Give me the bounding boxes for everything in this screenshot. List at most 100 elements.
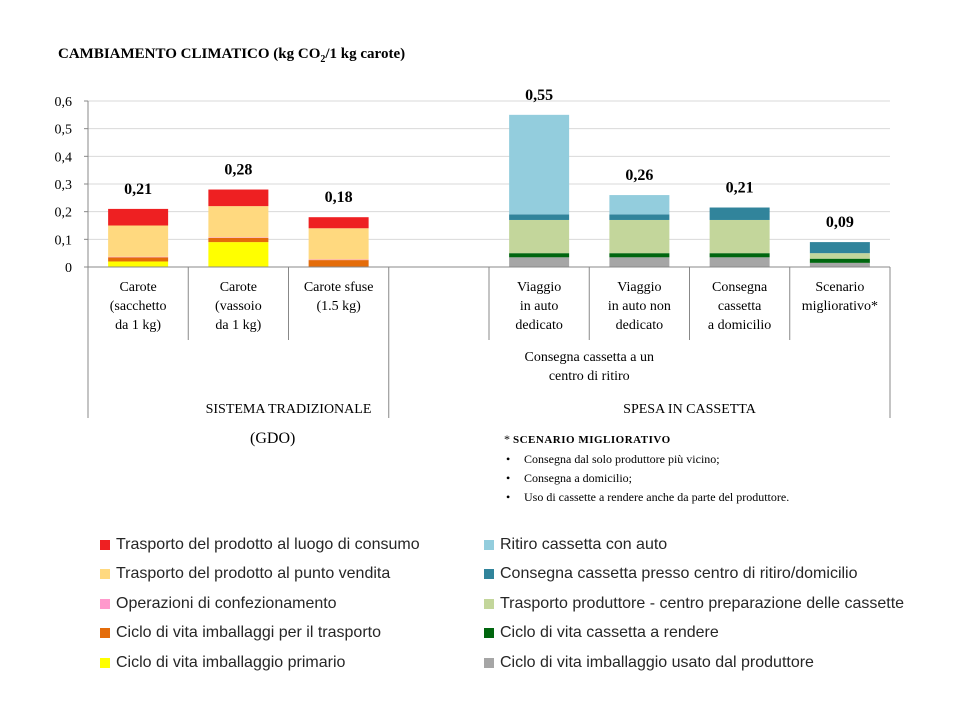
scenario-note: * SCENARIO MIGLIORATIVO Consegna dal sol… [504,430,789,507]
bar-segment [709,253,770,258]
category-label: Scenario [815,280,864,295]
bar-segment [609,195,670,215]
legend-traditional: Trasporto del prodotto al luogo di consu… [100,530,420,678]
bar-segment [108,208,169,226]
legend-label: Ciclo di vita imballaggi per il trasport… [116,624,381,642]
legend-swatch [484,539,494,550]
title-subscript: 2 [320,54,326,65]
y-tick-label: 0,1 [55,233,73,248]
chart-title: CAMBIAMENTO CLIMATICO (kg CO2/1 kg carot… [58,46,405,65]
bars [108,114,870,267]
category-label: a domicilio [708,318,771,333]
legend-swatch [484,657,494,668]
bar-segment [509,214,570,220]
title-main: CAMBIAMENTO CLIMATICO (kg CO [58,46,321,62]
category-label: Consegna [712,280,768,295]
legend-item: Trasporto del prodotto al punto vendita [100,560,420,590]
legend-item: Ciclo di vita imballaggio primario [100,648,420,678]
category-label: cassetta [718,299,762,314]
legend-item: Ciclo di vita imballaggio usato dal prod… [484,648,904,678]
legend-swatch [100,569,110,580]
group-label-cassette: SPESA IN CASSETTA [623,402,757,417]
bar-segment [308,259,369,261]
legend-item: Trasporto produttore - centro preparazio… [484,589,904,619]
category-label: in auto non [608,299,671,314]
legend-cassette: Ritiro cassetta con auto Consegna casset… [484,530,904,678]
category-label: Viaggio [517,280,561,295]
note-list: Consegna dal solo produttore più vicino;… [504,450,789,507]
category-label: da 1 kg) [115,318,161,333]
category-label: in auto [520,299,559,314]
legend-item: Ciclo di vita imballaggi per il trasport… [100,619,420,649]
legend-swatch [100,657,110,668]
legend-swatch [484,628,494,639]
subgroup-label: centro di ritiro [549,369,630,384]
legend-item: Operazioni di confezionamento [100,589,420,619]
axes [84,100,891,418]
legend-item: Ciclo di vita cassetta a rendere [484,619,904,649]
legend-label: Trasporto del prodotto al luogo di consu… [116,535,420,553]
legend-label: Ciclo di vita imballaggio usato dal prod… [500,653,814,671]
legend-swatch [100,628,110,639]
bar-segment [308,260,369,267]
y-tick-label: 0,5 [55,123,73,138]
legend-item: Ritiro cassetta con auto [484,530,904,560]
category-label: Carote [119,280,156,295]
category-label: (1.5 kg) [316,299,361,314]
bar-segment [108,257,169,262]
subgroup-label: Consegna cassetta a un [525,350,654,365]
category-label: Viaggio [617,280,661,295]
bar-segment [609,257,670,267]
bar-total-label: 0,28 [224,162,252,179]
bar-segment [609,253,670,258]
legend-label: Ciclo di vita imballaggio primario [116,653,346,671]
note-item: Consegna a domicilio; [504,469,789,488]
bar-segment [609,219,670,254]
title-end: /1 kg carote) [325,46,406,62]
gdo-label: (GDO) [250,430,296,447]
bar-segment [208,242,269,267]
bar-segment [609,214,670,220]
category-label: dedicato [515,318,562,333]
category-label: (vassoio [215,299,262,314]
bar-total-label: 0,26 [625,167,653,184]
legend-item: Consegna cassetta presso centro di ritir… [484,560,904,590]
category-label: migliorativo* [802,299,878,314]
note-item: Consegna dal solo produttore più vicino; [504,450,789,469]
legend-item: Trasporto del prodotto al luogo di consu… [100,530,420,560]
category-label: (sacchetto [110,299,167,314]
bar-total-label: 0,21 [124,181,152,198]
bar-segment [108,225,169,257]
legend-label: Trasporto produttore - centro preparazio… [500,594,905,612]
bar-total-label: 0,18 [325,189,353,206]
bar-segment [709,257,770,267]
bar-segment [108,261,169,267]
legend-swatch [484,569,494,580]
bar-segment [809,262,870,267]
bar-segment [809,253,870,259]
category-label: Carote [220,280,257,295]
bar-segment [108,256,169,258]
y-tick-label: 0,2 [55,206,73,221]
y-tick-label: 0 [65,261,72,276]
legend-swatch [100,539,110,550]
category-label: dedicato [616,318,663,333]
legend-label: Ritiro cassetta con auto [500,535,668,553]
group-label-traditional: SISTEMA TRADIZIONALE [206,402,372,417]
bar-total-label: 0,21 [726,180,754,197]
bar-segment [308,217,369,229]
y-tick-label: 0,4 [55,150,73,165]
category-label: da 1 kg) [215,318,261,333]
category-label: Carote sfuse [304,280,374,295]
bar-total-label: 0,55 [525,87,553,104]
bar-segment [509,257,570,267]
gridlines [88,100,890,240]
bar-segment [809,242,870,254]
note-asterisk: * [504,432,513,446]
legend-label: Ciclo di vita cassetta a rendere [500,624,719,642]
bar-segment [709,219,770,254]
legend-label: Consegna cassetta presso centro di ritir… [500,565,858,583]
bar-segment [208,237,269,238]
bar-segment [509,219,570,254]
